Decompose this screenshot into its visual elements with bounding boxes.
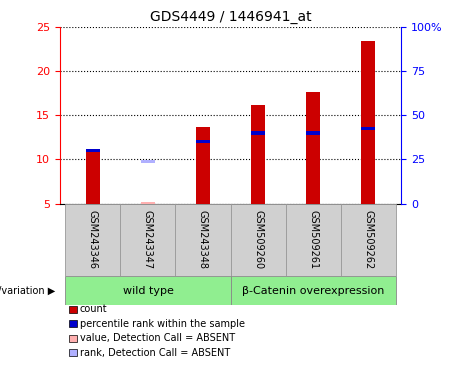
Text: percentile rank within the sample: percentile rank within the sample [80,319,245,329]
Text: value, Detection Call = ABSENT: value, Detection Call = ABSENT [80,333,235,343]
Bar [86,149,100,152]
Bar [306,92,320,204]
Bar [251,106,265,204]
Bar [65,204,120,276]
Bar [141,160,155,163]
Bar [341,204,396,276]
Bar [285,204,341,276]
Text: GSM509260: GSM509260 [253,210,263,270]
Bar [230,276,396,305]
Text: rank, Detection Call = ABSENT: rank, Detection Call = ABSENT [80,348,230,358]
Bar [306,131,320,135]
Bar [196,140,210,144]
Bar [176,204,230,276]
Bar [141,202,155,204]
Text: wild type: wild type [123,286,173,296]
Bar [196,127,210,204]
Text: GSM243346: GSM243346 [88,210,98,270]
Text: GSM243347: GSM243347 [143,210,153,270]
Text: GSM509262: GSM509262 [363,210,373,270]
Text: GSM243348: GSM243348 [198,210,208,270]
Bar [120,204,176,276]
Bar [251,131,265,135]
Bar [361,41,375,204]
Bar [65,276,230,305]
Text: β-Catenin overexpression: β-Catenin overexpression [242,286,384,296]
Text: genotype/variation ▶: genotype/variation ▶ [0,286,55,296]
Bar [86,151,100,204]
Title: GDS4449 / 1446941_at: GDS4449 / 1446941_at [150,10,311,25]
Text: count: count [80,304,107,314]
Text: GSM509261: GSM509261 [308,210,318,270]
Bar [361,127,375,130]
Bar [230,204,285,276]
